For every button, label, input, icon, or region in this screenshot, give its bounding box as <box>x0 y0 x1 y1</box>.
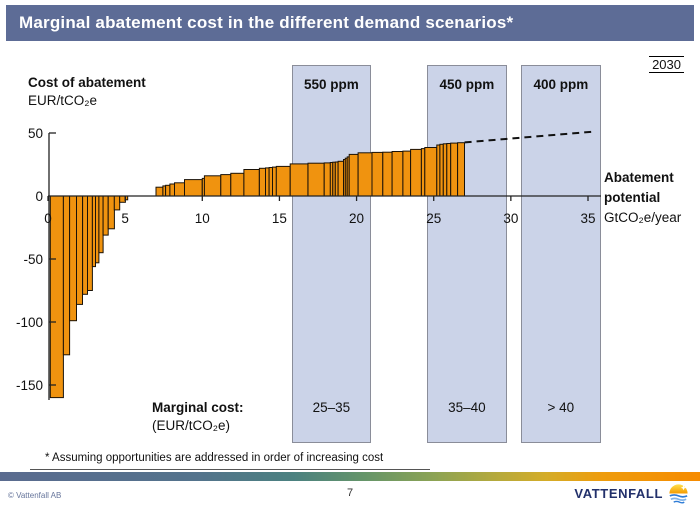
x-axis-title: Abatement potential GtCO₂e/year <box>604 168 681 228</box>
x-tick-label: 15 <box>272 211 287 226</box>
y-tick-label: 50 <box>28 126 43 141</box>
x-axis-unit: GtCO₂e/year <box>604 210 682 225</box>
cost-bar <box>201 177 206 197</box>
y-tick-label: -50 <box>23 252 43 267</box>
band-label: 400 ppm <box>533 77 589 92</box>
cost-bar <box>268 167 274 197</box>
wave-shape <box>670 497 687 501</box>
cost-bar <box>107 195 115 230</box>
y-axis-title-text: Cost of abatement <box>28 75 146 90</box>
marginal-cost-label: Marginal cost: (EUR/tCO₂e) <box>152 399 244 435</box>
cost-bar <box>62 195 71 356</box>
cost-bar <box>174 182 185 197</box>
cost-bar <box>420 148 426 197</box>
cost-bar <box>113 195 121 211</box>
cost-bar <box>410 148 422 197</box>
band-marginal-cost: > 40 <box>547 400 575 415</box>
cost-bar <box>203 175 222 197</box>
footer-copyright: © Vattenfall AB <box>8 491 62 500</box>
band-marginal-cost: 25–35 <box>312 400 351 415</box>
vattenfall-logo: VATTENFALL <box>574 482 690 505</box>
cost-bar <box>402 150 412 197</box>
cost-bar <box>125 195 129 201</box>
cost-bar <box>69 195 77 322</box>
cost-bar <box>258 167 267 197</box>
scenario-band-400-ppm: 400 ppm > 40 <box>520 65 601 443</box>
page-number: 7 <box>346 487 354 499</box>
accent-strip <box>0 472 700 481</box>
sun-over-water-icon <box>669 484 688 504</box>
footnote: * Assuming opportunities are addressed i… <box>45 452 384 464</box>
cost-bar <box>382 151 393 197</box>
cost-bar <box>272 166 277 197</box>
cost-bar <box>102 195 109 236</box>
cost-bar <box>155 186 164 197</box>
cost-bar <box>87 195 93 291</box>
cost-bar <box>391 151 404 197</box>
band-label: 550 ppm <box>304 77 359 92</box>
slide-title-bar: Marginal abatement cost in the different… <box>6 5 694 41</box>
y-tick-label: 0 <box>35 189 43 204</box>
band-label: 450 ppm <box>439 77 495 92</box>
cost-bar <box>265 167 270 197</box>
cost-bar <box>230 172 245 197</box>
cost-bar <box>119 195 126 203</box>
cost-bar <box>95 195 100 264</box>
scenario-band-450-ppm: 450 ppm 35–40 <box>426 65 507 443</box>
cost-bar <box>169 183 175 197</box>
star-shape <box>680 485 687 491</box>
cost-bar <box>91 195 97 268</box>
year-label: 2030 <box>649 56 684 73</box>
y-tick-label: -100 <box>16 315 43 330</box>
cost-bar <box>165 184 171 197</box>
cost-bar <box>49 195 64 399</box>
x-tick-label: 5 <box>121 211 129 226</box>
x-tick-label: 10 <box>195 211 210 226</box>
marginal-cost-label-text: Marginal cost: <box>152 400 244 415</box>
band-marginal-cost: 35–40 <box>448 400 486 415</box>
sun-shape <box>669 484 688 494</box>
cost-bar <box>162 185 166 197</box>
wave-shape <box>673 500 685 504</box>
marginal-cost-unit: (EUR/tCO₂e) <box>152 418 230 433</box>
slide-title: Marginal abatement cost in the different… <box>19 13 514 32</box>
vattenfall-wordmark: VATTENFALL <box>574 486 663 501</box>
footnote-rule <box>30 469 430 470</box>
y-axis-unit: EUR/tCO₂e <box>28 93 98 108</box>
cost-bar <box>220 174 232 197</box>
cost-bar <box>243 169 260 197</box>
cost-bar <box>98 195 104 254</box>
cost-bar <box>275 165 291 197</box>
cost-bar <box>82 195 88 295</box>
x-tick-label: 0 <box>44 211 52 226</box>
cost-bar <box>184 179 203 197</box>
wave-shape <box>669 494 688 498</box>
cost-bar <box>76 195 83 305</box>
scenario-band-550-ppm: 550 ppm 25–35 <box>291 65 371 443</box>
x-axis-title-line2: potential <box>604 190 661 205</box>
x-axis-title-line1: Abatement <box>604 170 674 185</box>
y-tick-label: -150 <box>16 378 43 393</box>
y-axis-title: Cost of abatement EUR/tCO₂e <box>28 74 146 110</box>
cost-bar <box>371 151 384 197</box>
